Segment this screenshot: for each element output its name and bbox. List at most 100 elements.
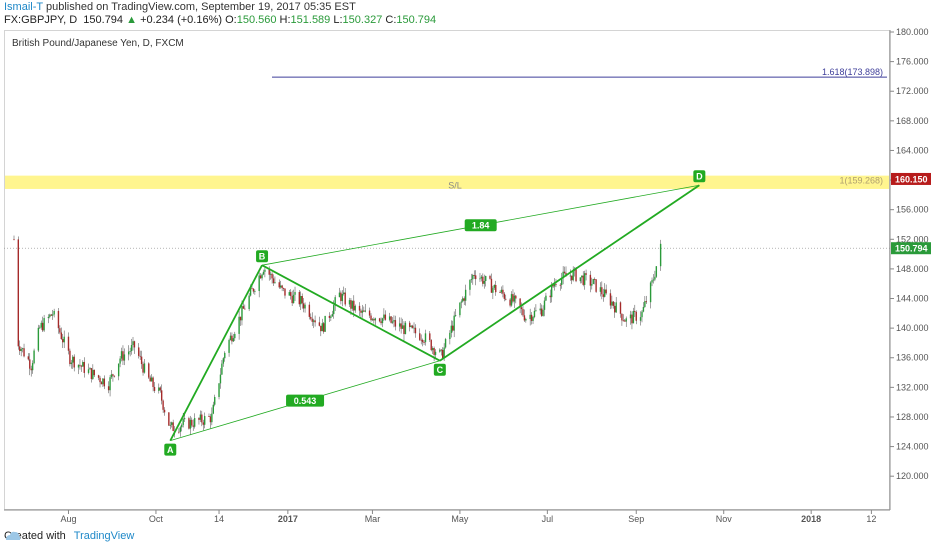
candle-body [530,314,533,321]
candle-body [219,374,222,384]
candle-body [652,279,655,281]
author-link[interactable]: Ismail-T [4,1,43,13]
candle-body [49,314,51,317]
candle-body [535,310,537,312]
candle-body [583,273,586,285]
candle-body [244,308,246,310]
candle-body [224,352,226,359]
candle-body [555,283,557,285]
candle-body [21,348,24,350]
time-tick-label: 2017 [278,514,298,524]
candle-body [178,431,180,433]
candle-body [441,349,444,359]
ratio-label: 0.543 [294,396,317,406]
tradingview-brand-link[interactable]: TradingView [73,530,135,542]
candle-body [57,310,60,329]
candle-body [619,302,622,314]
candle-body [543,300,546,310]
candle-body [73,356,75,368]
candle-body [621,313,623,321]
candle-body [288,292,290,296]
candle-body [301,296,303,304]
candle-body [520,307,523,310]
candle-body [271,273,273,279]
candle-body [472,275,474,280]
price-tick-label: 136.000 [896,353,929,363]
ohlc-line: FX:GBPJPY, D 150.794 ▲ +0.234 (+0.16%) O… [4,14,436,26]
candle-body [19,346,21,352]
candle-body [595,279,597,292]
candle-body [502,289,504,294]
candle-body [67,336,70,351]
candle-body [495,284,497,293]
candle-body [592,279,594,284]
candle-body [414,327,417,334]
candle-body [605,289,607,294]
candle-body [473,275,475,276]
candle-body [364,310,366,312]
candle-body [459,302,461,316]
candle-body [189,419,192,429]
candle-body [72,356,74,363]
candle-body [611,301,613,306]
candle-body [318,322,321,326]
candle-body [169,424,171,426]
candle-body [284,288,286,296]
candle-body [40,322,42,328]
candle-body [529,314,531,320]
candle-body [513,295,516,302]
candle-body [388,316,391,320]
candle-body [602,294,604,297]
candle-body [453,315,455,331]
candle-body [239,316,242,321]
candle-body [63,336,65,343]
candle-body [490,278,493,293]
candle-body [249,288,252,296]
candle-body [168,412,170,426]
candle-body [539,308,541,311]
candle-body [341,294,344,302]
candle-body [132,341,134,346]
candle-body [423,342,425,343]
candle-body [430,339,432,351]
candle-body [82,361,84,367]
pattern-point-label: C [437,365,444,375]
candle-body [542,309,544,316]
footer: Created with TradingView [4,530,134,542]
pattern-point-label: B [259,252,266,262]
candle-body [482,276,484,284]
candle-body [390,316,392,323]
candle-body [103,378,106,387]
candle-body [242,306,245,309]
candle-body [631,314,633,324]
candle-body [311,318,313,322]
candle-body [380,321,382,324]
candle-body [232,338,235,342]
price-tick-label: 148.000 [896,264,929,274]
candle-body [109,377,111,391]
candle-body [409,322,411,327]
candle-body [13,239,15,241]
candle-body [499,292,501,293]
candle-body [589,274,592,286]
candle-body [615,302,617,313]
candle-body [314,320,316,323]
candle-body [97,375,100,378]
candle-body [148,363,150,378]
candle-body [119,358,121,364]
candle-body [582,275,584,285]
candle-body [150,377,153,382]
candle-body [128,351,130,355]
candle-body [624,320,626,322]
candle-body [304,304,306,309]
candle-body [62,339,64,343]
candle-body [474,275,477,280]
candle-body [419,333,421,340]
candle-body [485,275,487,281]
time-tick-label: Sep [628,514,644,524]
candle-body [450,325,453,333]
candle-body [452,325,454,331]
candle-body [334,297,336,306]
sl-band [5,175,889,189]
